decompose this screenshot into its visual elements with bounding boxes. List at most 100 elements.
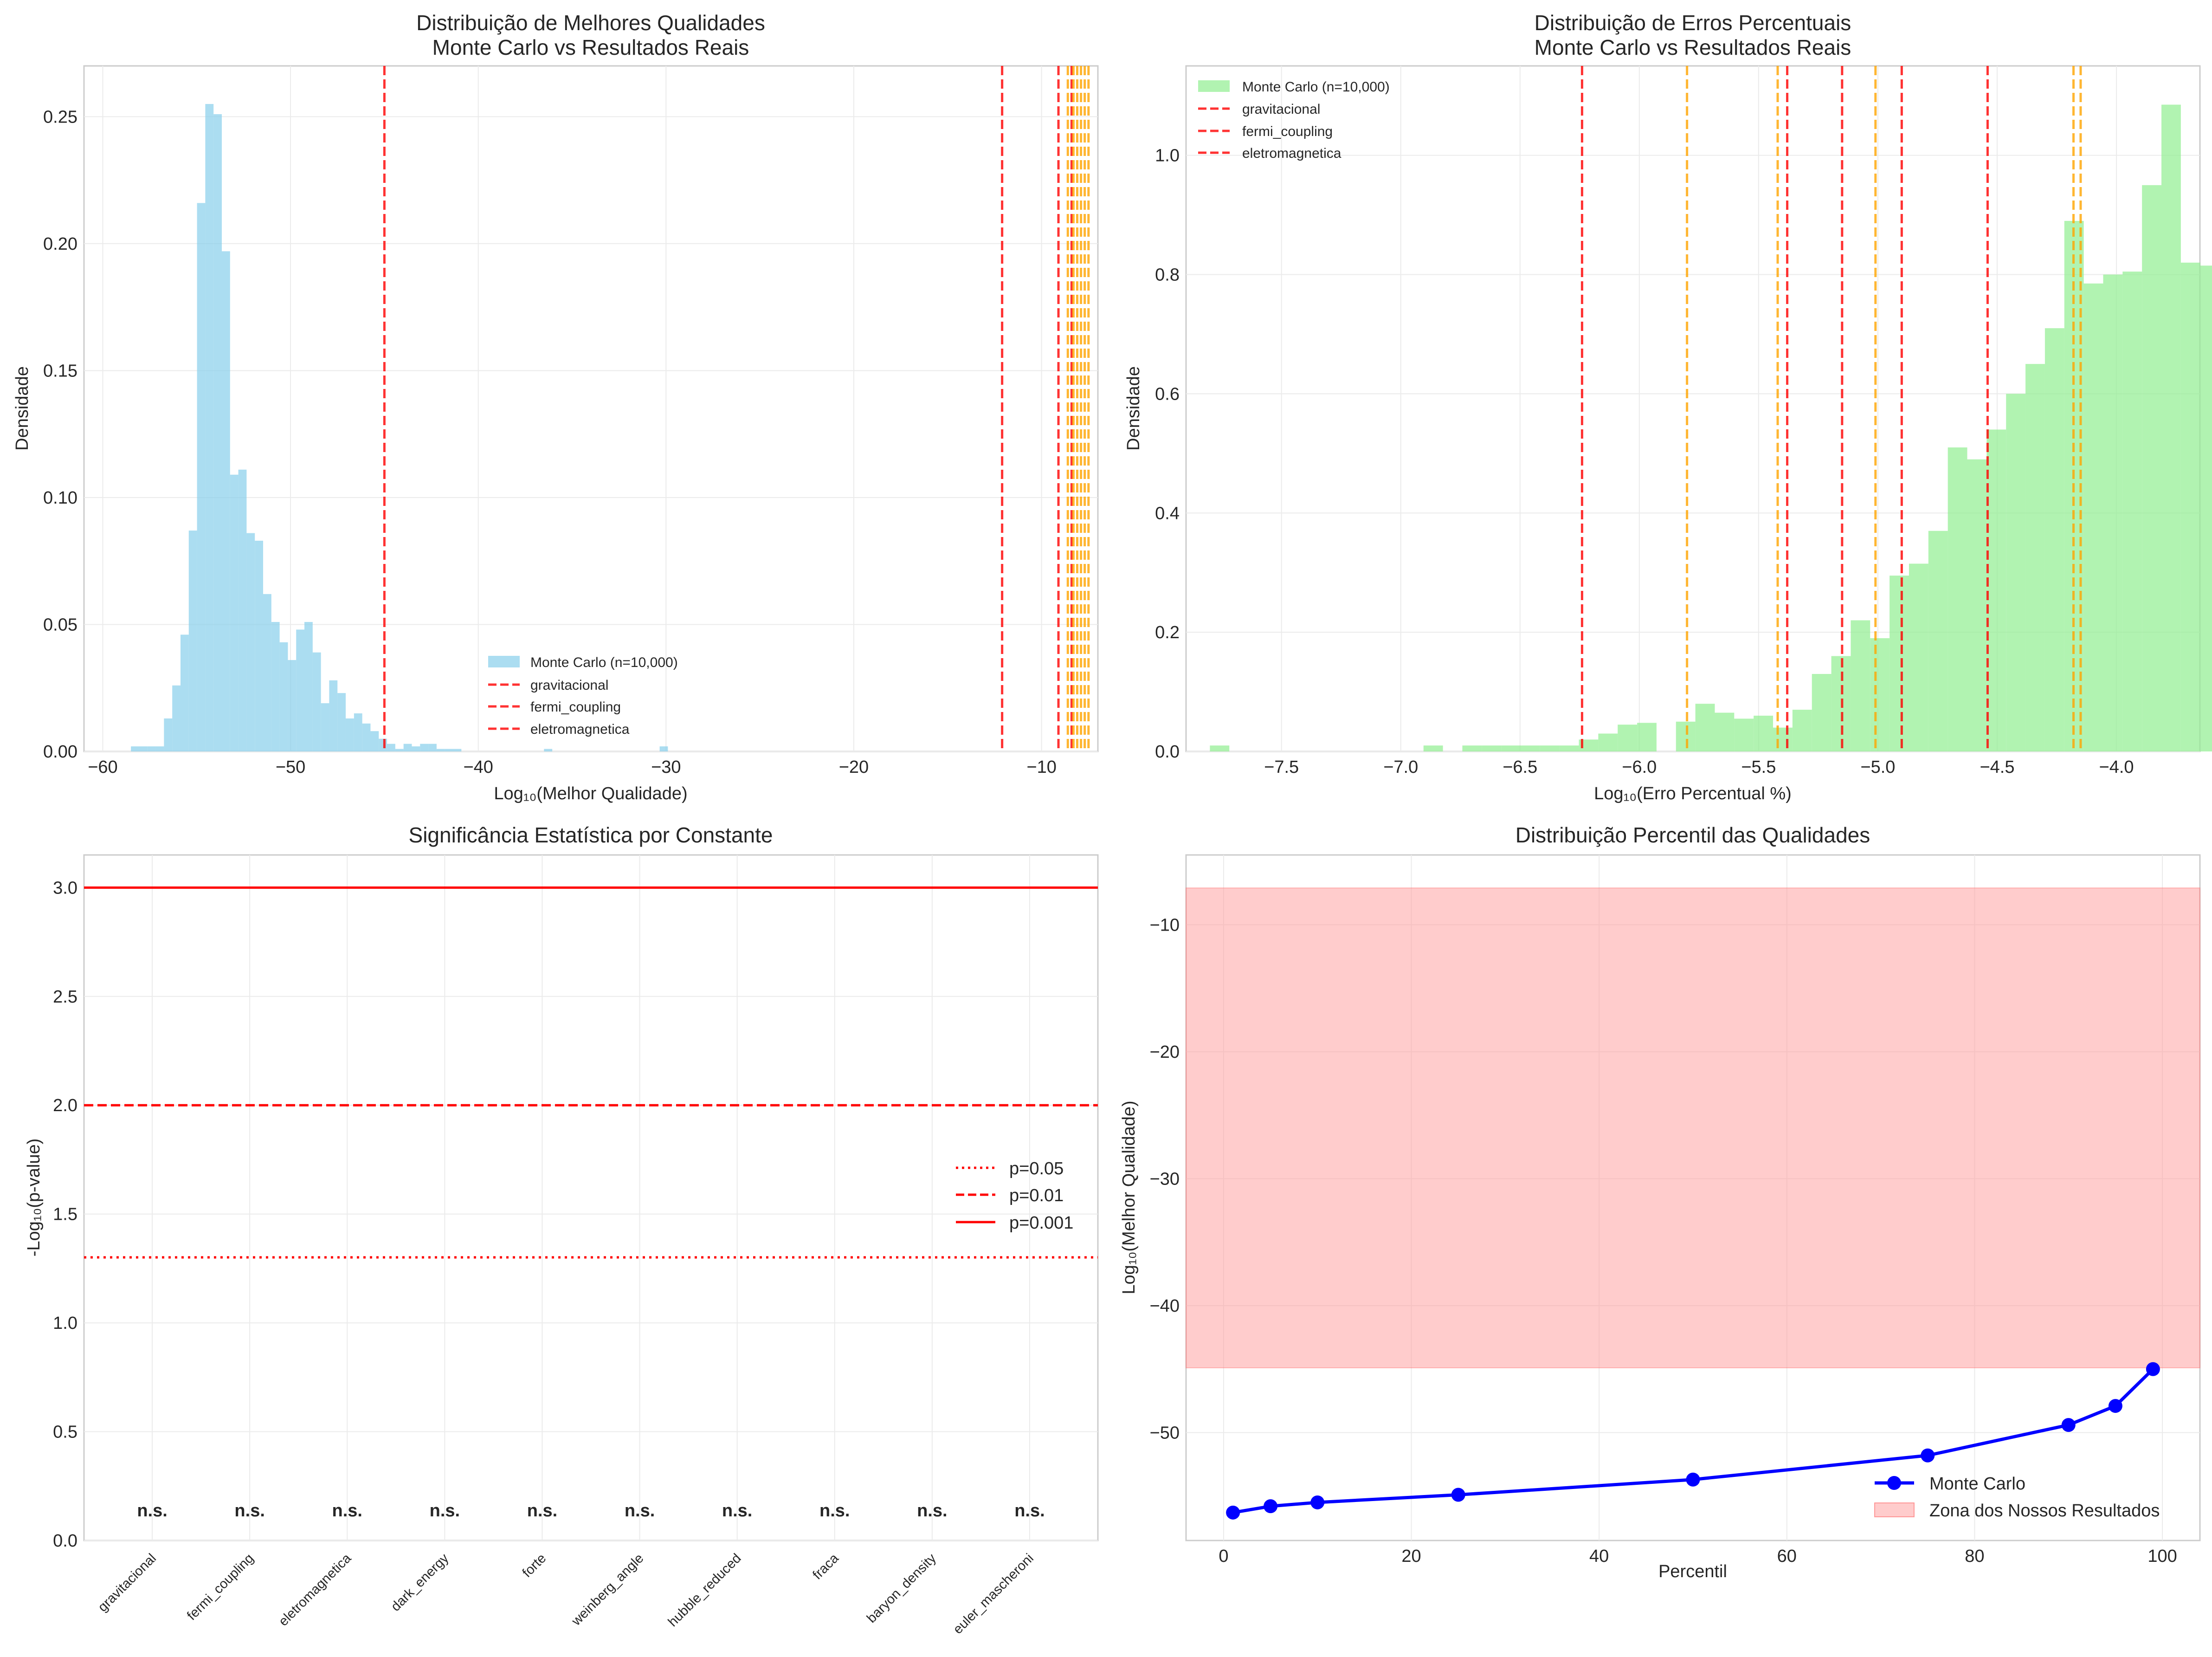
y-tick-label: 0.25 xyxy=(43,107,77,127)
histogram-bar xyxy=(2083,283,2103,751)
histogram-bar xyxy=(659,746,668,751)
legend: Monte Carlo (n=10,000) gravitacional fer… xyxy=(1198,79,1390,161)
histogram-bar xyxy=(2025,364,2045,751)
y-tick-label: 0.00 xyxy=(43,742,77,762)
histogram-bar xyxy=(2103,274,2123,751)
histogram-bar xyxy=(221,251,230,751)
panel-significance: gravitacional fermi_coupling eletromagneti… xyxy=(24,823,1099,1637)
y-tick-label: 0.0 xyxy=(53,1531,77,1551)
bar-label: n.s. xyxy=(137,1501,167,1521)
x-tick-label: −6.0 xyxy=(1622,757,1657,777)
bar-labels: n.s. n.s. n.s. n.s. n.s. n.s. n.s. n.s. n.s. n.s. xyxy=(137,1501,1045,1521)
legend-marker-monte-carlo xyxy=(1887,1476,1901,1490)
x-tick-label: dark_energy xyxy=(388,1551,452,1614)
x-tick-label: fraca xyxy=(810,1551,842,1583)
histogram-bar xyxy=(205,104,214,752)
threshold-lines xyxy=(84,886,1098,1259)
x-tick-label: 60 xyxy=(1777,1547,1797,1566)
y-tick-label: 0.8 xyxy=(1155,265,1180,285)
y-tick-label: −20 xyxy=(1150,1042,1180,1062)
legend-label: eletromagnetica xyxy=(530,722,630,737)
histogram-bar xyxy=(139,746,148,751)
histogram-bar xyxy=(197,203,206,751)
histogram-bar xyxy=(230,474,239,751)
y-tick-label: 2.5 xyxy=(53,987,77,1007)
histogram-bar xyxy=(304,622,313,751)
legend-label: Monte Carlo (n=10,000) xyxy=(1242,79,1390,95)
histogram-bar xyxy=(362,723,371,751)
histogram-bar xyxy=(1618,725,1638,751)
results-zone-band xyxy=(1186,887,2200,1369)
histogram-bar xyxy=(263,594,271,751)
y-axis-label: Densidade xyxy=(13,366,32,451)
histogram-bar xyxy=(1423,745,1443,751)
histogram-bar xyxy=(271,622,280,751)
y-axis-label: -Log₁₀(p-value) xyxy=(24,1139,44,1257)
histogram-bar xyxy=(2006,394,2026,751)
histogram-bar xyxy=(255,540,264,751)
histogram-bar xyxy=(321,703,329,751)
panel-error-histogram: −7.5 −7.0 −6.5 −6.0 −5.5 −5.0 −4.5 −4.0 0.00.20… xyxy=(1124,11,2212,803)
y-axis-label: Log₁₀(Melhor Qualidade) xyxy=(1119,1100,1139,1294)
data-point xyxy=(1264,1499,1278,1514)
y-tick-label: 0.20 xyxy=(43,234,77,254)
histogram-bar xyxy=(346,718,354,751)
histogram-bar xyxy=(420,744,429,751)
histogram-bar xyxy=(387,744,395,751)
bar-label: n.s. xyxy=(917,1501,947,1521)
y-axis-label: Densidade xyxy=(1124,366,1143,451)
plot-area xyxy=(83,854,1099,1541)
histogram-bar xyxy=(1676,721,1696,751)
histogram-bar xyxy=(428,744,437,751)
x-tick-label: −6.5 xyxy=(1503,757,1537,777)
x-ticks: −7.5 −7.0 −6.5 −6.0 −5.5 −5.0 −4.5 −4.0 xyxy=(1264,757,2134,777)
y-tick-label: −30 xyxy=(1150,1169,1180,1189)
histogram-bar xyxy=(2180,262,2200,752)
data-point xyxy=(1686,1472,1700,1487)
x-tick-label: baryon_density xyxy=(864,1551,939,1626)
histogram-bar xyxy=(246,533,255,751)
histogram-bar xyxy=(329,680,338,751)
bar-label: n.s. xyxy=(234,1501,264,1521)
y-ticks: 0.00 0.05 0.10 0.15 0.20 0.25 xyxy=(43,107,77,762)
x-tick-label: −4.5 xyxy=(1980,757,2014,777)
x-tick-label: −20 xyxy=(839,757,869,777)
results-zone xyxy=(1186,887,2200,1369)
histogram-bar xyxy=(188,531,197,751)
reference-lines xyxy=(383,66,1090,751)
bar-label: n.s. xyxy=(625,1501,655,1521)
legend-label: p=0.001 xyxy=(1009,1213,1073,1233)
histogram-bar xyxy=(1773,727,1793,751)
histogram-bar xyxy=(1637,723,1657,751)
monte-carlo-series xyxy=(1226,1362,2160,1520)
bar-label: n.s. xyxy=(332,1501,362,1521)
data-point xyxy=(2108,1399,2122,1413)
x-ticks: 0 20 40 60 80 100 xyxy=(1219,1547,2177,1566)
y-tick-label: −40 xyxy=(1150,1296,1180,1316)
histogram-bar xyxy=(1909,563,1928,751)
grid xyxy=(84,66,1098,752)
x-ticks: gravitacional fermi_coupling eletromagneti… xyxy=(95,1551,1037,1637)
reference-lines xyxy=(1580,66,2082,751)
x-tick-label: eletromagnetica xyxy=(276,1551,355,1629)
x-tick-label: hubble_reduced xyxy=(665,1551,744,1630)
histogram-bar xyxy=(370,731,379,751)
histogram-bar xyxy=(155,746,164,751)
chart-title: Distribuição Percentil das Qualidades xyxy=(1516,823,1870,847)
y-tick-label: 0.2 xyxy=(1155,623,1180,642)
histogram-bar xyxy=(1986,429,2006,751)
legend-label: gravitacional xyxy=(530,678,608,693)
data-point xyxy=(2061,1418,2076,1432)
histogram-bar xyxy=(544,749,553,751)
histogram-bar xyxy=(1928,531,1948,751)
x-tick-label: −50 xyxy=(276,757,305,777)
y-tick-label: 0.5 xyxy=(53,1423,77,1442)
histogram-bar xyxy=(1792,710,1812,751)
x-tick-label: −30 xyxy=(651,757,681,777)
histogram-bar xyxy=(2161,104,2181,751)
y-tick-label: 0.0 xyxy=(1155,742,1180,762)
x-tick-label: weinberg_angle xyxy=(568,1551,646,1629)
bar-label: n.s. xyxy=(527,1501,557,1521)
panel-quality-histogram: −60 −50 −40 −30 −20 −10 0.000.050.100.150.200… xyxy=(13,11,1099,803)
y-tick-label: −50 xyxy=(1150,1424,1180,1443)
